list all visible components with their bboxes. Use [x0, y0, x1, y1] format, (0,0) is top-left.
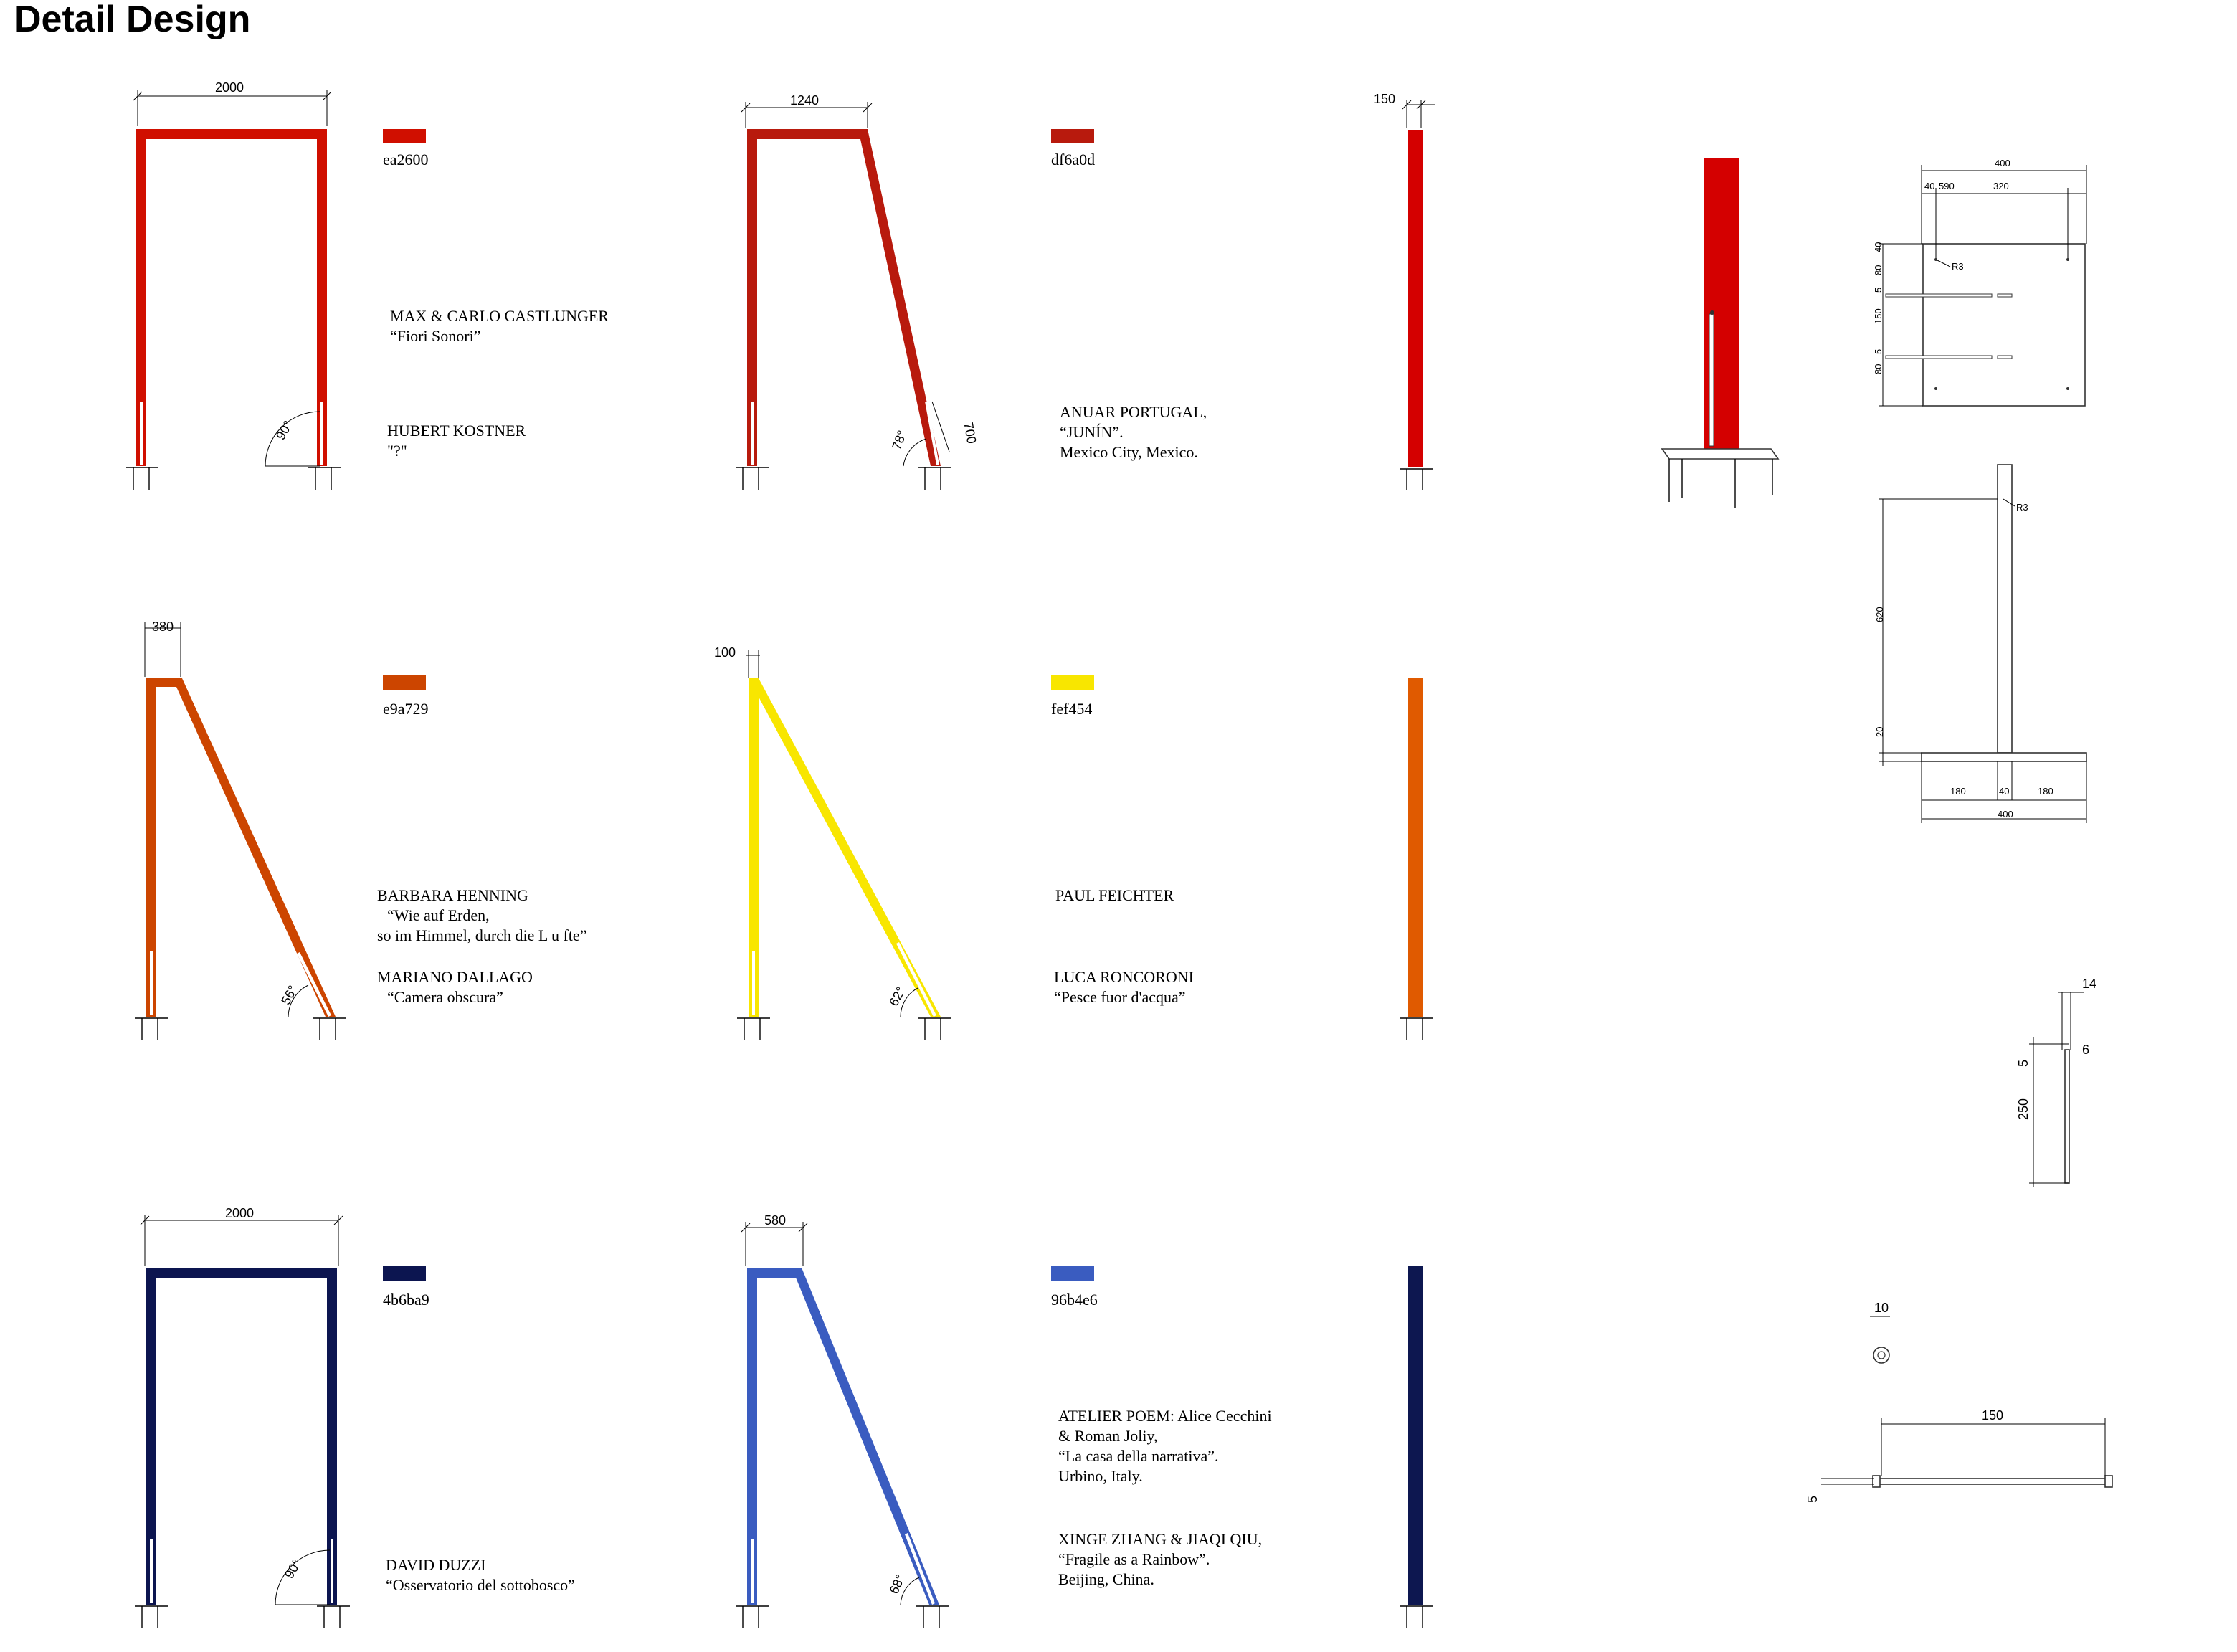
- frame-3-credit-title-1: “Wie auf Erden,: [387, 906, 490, 924]
- svg-text:10: 10: [1874, 1301, 1889, 1315]
- frame-6-credit-artist-2: & Roman Joliy,: [1058, 1427, 1158, 1445]
- svg-text:150: 150: [1982, 1408, 2003, 1423]
- frame-6-hex: 96b4e6: [1051, 1291, 1098, 1309]
- frame-2-frame: [747, 129, 941, 466]
- frame-1-credit-artist: MAX & CARLO CASTLUNGER: [390, 307, 609, 325]
- frame-2-hex: df6a0d: [1051, 151, 1095, 168]
- svg-text:14: 14: [2082, 977, 2096, 991]
- svg-text:5: 5: [1805, 1496, 1820, 1503]
- frame-4-hex: fef454: [1051, 700, 1092, 718]
- frame-1-drawing: 2000 90°: [126, 80, 341, 490]
- svg-text:80: 80: [1873, 265, 1884, 275]
- plate-elevation-view: R3 620 20 180 40 180 400: [1874, 464, 2087, 823]
- frame-1-credit-artist-2: HUBERT KOSTNER: [387, 422, 526, 440]
- svg-text:250: 250: [2016, 1098, 2031, 1120]
- frame-1-hex: ea2600: [383, 151, 429, 168]
- svg-text:6: 6: [2082, 1043, 2089, 1057]
- svg-text:180: 180: [1950, 786, 1966, 797]
- frame-row3-side-view: [1400, 1266, 1433, 1628]
- frame-1-credit-title-2: "?": [387, 442, 407, 460]
- frame-1-width-dim: 2000: [215, 80, 244, 95]
- frame-3-width-dim: 380: [152, 620, 174, 634]
- frame-6-angle: 68°: [887, 1572, 908, 1596]
- svg-text:40: 40: [1873, 242, 1884, 252]
- frame-5-angle: 90°: [282, 1557, 304, 1581]
- frame-4-credit-artist: PAUL FEICHTER: [1055, 886, 1174, 904]
- svg-text:5: 5: [2016, 1060, 2031, 1067]
- frame-6-credit-artist: ATELIER POEM: Alice Cecchini: [1058, 1407, 1272, 1425]
- frame-2-credit-artist: ANUAR PORTUGAL,: [1060, 403, 1207, 421]
- frame-6-credit-title: “La casa della narrativa”.: [1058, 1447, 1219, 1465]
- frame-row1-side-view: 150: [1374, 92, 1435, 490]
- frame-4-swatch: [1051, 675, 1094, 690]
- frame-2-drawing: 1240 78° 700: [736, 93, 979, 490]
- svg-text:400: 400: [1998, 809, 2013, 820]
- frame-6-swatch: [1051, 1266, 1094, 1281]
- svg-text:80: 80: [1873, 364, 1884, 374]
- frame-3-credit-artist: BARBARA HENNING: [377, 886, 528, 904]
- frame-2-angle: 78°: [889, 429, 909, 452]
- frame-1-credit-title: “Fiori Sonori”: [390, 327, 481, 345]
- frame-4-angle: 62°: [886, 984, 908, 1008]
- frame-2-leg-dim: 700: [961, 421, 979, 445]
- bolt-detail: 10 150 5: [1805, 1301, 2113, 1503]
- frame-1-left-leg: [136, 129, 146, 466]
- frame-1-angle: 90°: [273, 418, 295, 442]
- frame-5-hex: 4b6ba9: [383, 1291, 429, 1309]
- svg-text:180: 180: [2038, 786, 2053, 797]
- frame-6-width-dim: 580: [764, 1213, 786, 1228]
- frame-5-swatch: [383, 1266, 426, 1281]
- frame-3-swatch: [383, 675, 426, 690]
- svg-text:5: 5: [1873, 288, 1884, 293]
- frame-3-hex: e9a729: [383, 700, 429, 718]
- frame-4-drawing: 100 62°: [714, 645, 951, 1040]
- frame-row2-side-view: [1400, 678, 1433, 1040]
- frame-1-right-leg: [317, 129, 327, 466]
- frame-6-credit-title-2: “Fragile as a Rainbow”.: [1058, 1550, 1210, 1568]
- frame-3-credit-title-3: “Camera obscura”: [387, 988, 503, 1006]
- frame-5-width-dim: 2000: [225, 1206, 254, 1220]
- frame-3-credit-artist-2: MARIANO DALLAGO: [377, 968, 533, 986]
- frame-4-credit-title: “Pesce fuor d'acqua”: [1054, 988, 1186, 1006]
- svg-text:150: 150: [1873, 308, 1884, 324]
- frame-3-credit-title-2: so im Himmel, durch die L u fte”: [377, 926, 586, 944]
- frame-1-top-beam: [136, 129, 327, 139]
- page-title: Detail Design: [14, 0, 250, 40]
- frame-5-credit-title: “Osservatorio del sottobosco”: [386, 1576, 575, 1594]
- svg-text:620: 620: [1874, 607, 1885, 622]
- svg-text:400: 400: [1995, 158, 2010, 168]
- svg-text:20: 20: [1874, 727, 1885, 737]
- frame-6-credit-place: Urbino, Italy.: [1058, 1467, 1143, 1485]
- svg-text:590: 590: [1939, 181, 1955, 191]
- frame-3-angle: 56°: [278, 983, 300, 1007]
- svg-text:R3: R3: [2016, 502, 2028, 513]
- frame-6-credit-place-2: Beijing, China.: [1058, 1570, 1154, 1588]
- plate-top-view: 400 40 590 320 R3 40 80 5 150 5 80: [1873, 158, 2087, 407]
- frame-5-drawing: 2000 90°: [135, 1206, 350, 1628]
- svg-text:R3: R3: [1952, 261, 1964, 272]
- clip-detail: 14 5 6 250: [2016, 977, 2096, 1187]
- post-3d-view: [1661, 158, 1780, 508]
- frame-2-credit-title: “JUNÍN”.: [1060, 423, 1124, 441]
- frame-6-credit-artist-3: XINGE ZHANG & JIAQI QIU,: [1058, 1530, 1262, 1548]
- frame-5-credit-artist: DAVID DUZZI: [386, 1556, 486, 1574]
- frame-2-swatch: [1051, 129, 1094, 143]
- frame-1-swatch: [383, 129, 426, 143]
- frame-2-credit-place: Mexico City, Mexico.: [1060, 443, 1198, 461]
- frame-3-drawing: 380 56°: [135, 620, 346, 1040]
- frame-4-credit-artist-2: LUCA RONCORONI: [1054, 968, 1194, 986]
- svg-text:5: 5: [1873, 349, 1884, 354]
- svg-text:40: 40: [1924, 181, 1934, 191]
- svg-text:320: 320: [1993, 181, 2009, 191]
- side-view-depth-dim: 150: [1374, 92, 1395, 106]
- frame-2-width-dim: 1240: [790, 93, 819, 108]
- frame-4-width-dim: 100: [714, 645, 736, 660]
- svg-text:40: 40: [1999, 786, 2009, 797]
- frame-6-drawing: 580 68°: [736, 1213, 949, 1628]
